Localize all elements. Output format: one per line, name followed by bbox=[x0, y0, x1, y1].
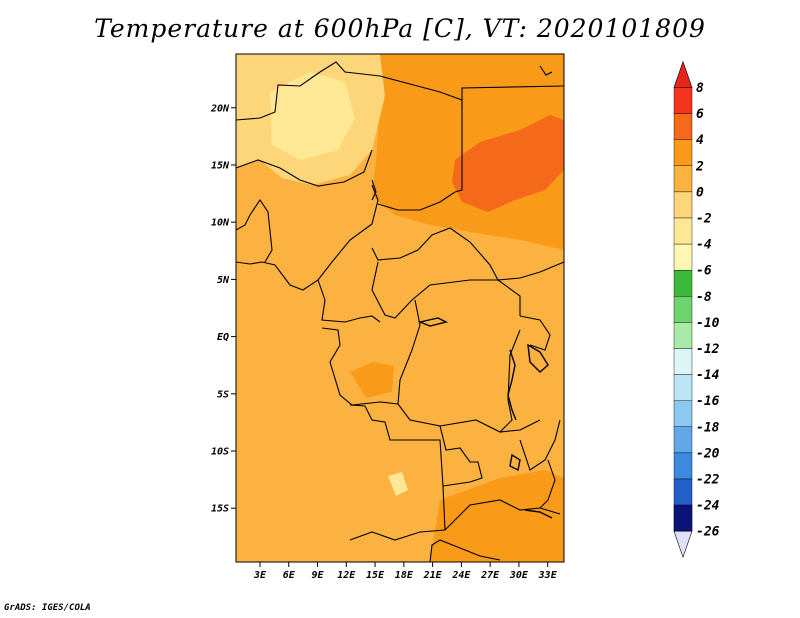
lon-tick-label: 24E bbox=[451, 570, 471, 581]
field-warm-region-west bbox=[350, 362, 394, 398]
country-borders bbox=[236, 61, 564, 562]
field-cool-patch-south bbox=[388, 472, 408, 496]
colorbar-segment bbox=[673, 87, 693, 114]
colorbar-level-label: -12 bbox=[696, 342, 720, 357]
lon-tick-label: 15E bbox=[366, 570, 385, 581]
colorbar-level-label: -8 bbox=[696, 290, 712, 305]
colorbar-segment bbox=[673, 478, 693, 506]
colorbar-level-label: -26 bbox=[696, 525, 720, 540]
colorbar-level-label: -2 bbox=[696, 212, 712, 227]
map-frame bbox=[235, 53, 565, 563]
colorbar-segment bbox=[673, 113, 693, 140]
colorbar-segment bbox=[673, 191, 693, 219]
colorbar-segment bbox=[673, 452, 693, 480]
colorbar-level-label: -22 bbox=[696, 473, 720, 488]
colorbar-level-label: -4 bbox=[696, 238, 712, 253]
colorbar-level-label: -18 bbox=[696, 420, 720, 435]
lon-tick-label: 12E bbox=[337, 570, 356, 581]
colorbar-level-label: 8 bbox=[696, 81, 704, 96]
colorbar-top-arrow bbox=[673, 60, 693, 88]
lon-tick-label: 27E bbox=[480, 570, 500, 581]
colorbar-segment bbox=[673, 243, 693, 271]
latitude-axis: 20N 15N 10N 5N EQ 5S 10S 15S bbox=[210, 103, 236, 515]
field-hot-region-east bbox=[452, 115, 564, 212]
colorbar-segment bbox=[673, 296, 693, 323]
colorbar-level-label: -24 bbox=[696, 499, 720, 514]
grads-credit: GrADS: IGES/COLA bbox=[4, 603, 91, 613]
colorbar-level-label: -20 bbox=[696, 446, 720, 461]
map-title: Temperature at 600hPa [C], VT: 202010180… bbox=[94, 14, 706, 43]
lon-tick-label: 3E bbox=[253, 570, 267, 581]
colorbar-segment bbox=[673, 270, 693, 297]
longitude-axis: 3E 6E 9E 12E 15E 18E 21E 24E 27E 30E 33E bbox=[253, 562, 558, 581]
colorbar-segment bbox=[673, 348, 693, 375]
temperature-field bbox=[236, 54, 564, 562]
lon-tick-label: 21E bbox=[423, 570, 443, 581]
lat-tick-label: 5N bbox=[217, 275, 230, 286]
colorbar-level-label: 4 bbox=[696, 133, 704, 148]
lat-tick-label: 15N bbox=[211, 160, 230, 171]
colorbar-level-label: 0 bbox=[696, 185, 704, 200]
lat-tick-label: 15S bbox=[211, 504, 229, 515]
lon-tick-label: 30E bbox=[509, 570, 529, 581]
lat-tick-label: EQ bbox=[217, 332, 229, 343]
colorbar-segment bbox=[673, 374, 693, 401]
colorbar-segment bbox=[673, 322, 693, 349]
colorbar-segment bbox=[673, 504, 693, 532]
lake-outlines bbox=[417, 317, 553, 519]
colorbar-segment bbox=[673, 400, 693, 428]
lat-tick-label: 20N bbox=[210, 103, 230, 114]
colorbar-level-label: -10 bbox=[696, 316, 720, 331]
colorbar: 8 6 4 2 0 -2 -4 -6 -8 -10 -12 -14 -16 -18 -20 -22 -24 -26 bbox=[673, 60, 720, 559]
lon-tick-label: 9E bbox=[311, 570, 324, 581]
lat-tick-label: 10N bbox=[211, 218, 230, 229]
colorbar-level-label: -14 bbox=[696, 368, 720, 383]
colorbar-level-label: -6 bbox=[696, 264, 712, 279]
lat-tick-label: 5S bbox=[217, 389, 229, 400]
field-warm-region-south bbox=[430, 470, 564, 562]
colorbar-segment bbox=[673, 426, 693, 454]
lon-tick-label: 33E bbox=[538, 570, 558, 581]
lon-tick-label: 6E bbox=[283, 570, 296, 581]
field-coolest-region-north bbox=[270, 72, 355, 160]
colorbar-level-label: 2 bbox=[695, 159, 704, 174]
colorbar-level-label: -16 bbox=[696, 394, 720, 409]
colorbar-segment bbox=[673, 217, 693, 245]
colorbar-segment bbox=[673, 139, 693, 166]
lat-tick-label: 10S bbox=[211, 447, 229, 458]
lon-tick-label: 18E bbox=[395, 570, 414, 581]
colorbar-level-label: 6 bbox=[696, 107, 704, 122]
colorbar-bottom-arrow bbox=[673, 530, 693, 559]
colorbar-segment bbox=[673, 165, 693, 193]
